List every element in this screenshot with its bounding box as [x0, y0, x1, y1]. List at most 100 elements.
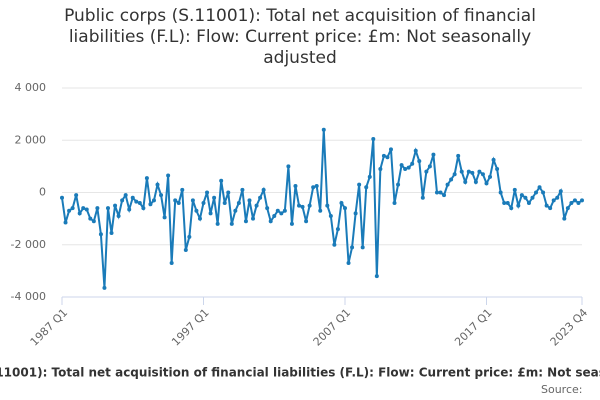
data-point: [420, 195, 425, 200]
data-point: [84, 207, 89, 212]
data-point: [187, 234, 192, 239]
data-point: [116, 214, 121, 219]
data-point: [162, 215, 167, 220]
data-point: [381, 153, 386, 158]
data-point: [495, 166, 500, 171]
data-point: [134, 199, 139, 204]
data-point: [109, 230, 114, 235]
data-point: [159, 193, 164, 198]
data-point: [63, 220, 68, 225]
data-point: [120, 198, 125, 203]
source: Source:: [541, 383, 583, 396]
data-point: [169, 261, 174, 266]
data-point: [473, 180, 478, 185]
data-point: [243, 219, 248, 224]
data-point: [374, 274, 379, 279]
data-point: [293, 183, 298, 188]
data-point: [286, 164, 291, 169]
data-point: [88, 216, 93, 221]
data-point: [505, 200, 510, 205]
legend-item[interactable]: Public corps (S.11001): Total net acquis…: [0, 366, 600, 380]
data-point: [449, 177, 454, 182]
data-point: [318, 208, 323, 213]
data-point: [572, 198, 577, 203]
data-point: [335, 227, 340, 232]
data-point: [265, 206, 270, 211]
data-point: [247, 198, 252, 203]
data-point: [74, 193, 79, 198]
data-point: [463, 180, 468, 185]
data-point: [67, 208, 72, 213]
chart-title: Public corps (S.11001): Total net acquis…: [64, 6, 536, 68]
data-point: [176, 200, 181, 205]
data-point: [459, 169, 464, 174]
data-point: [279, 211, 284, 216]
data-point: [442, 193, 447, 198]
data-point: [371, 136, 376, 141]
data-point: [456, 153, 461, 158]
data-point: [434, 190, 439, 195]
data-point: [141, 206, 146, 211]
data-point: [77, 211, 82, 216]
data-point: [378, 166, 383, 171]
data-point: [332, 242, 337, 247]
data-point: [519, 193, 524, 198]
data-point: [364, 185, 369, 190]
data-point: [258, 195, 263, 200]
data-point: [410, 161, 415, 166]
y-tick-label: 2 000: [15, 133, 47, 146]
data-point: [498, 190, 503, 195]
data-point: [95, 206, 100, 211]
data-point: [431, 152, 436, 157]
data-point: [148, 202, 153, 207]
data-point: [251, 216, 256, 221]
data-point: [367, 174, 372, 179]
data-point: [551, 198, 556, 203]
data-point: [484, 181, 489, 186]
x-tick-label: 2023 Q4: [548, 306, 591, 349]
data-point: [512, 187, 517, 192]
data-point: [470, 170, 475, 175]
data-point: [236, 200, 241, 205]
data-point: [328, 214, 333, 219]
data-point: [102, 285, 107, 290]
data-point: [289, 221, 294, 226]
data-point: [562, 216, 567, 221]
data-point: [201, 200, 206, 205]
data-point: [413, 148, 418, 153]
data-point: [254, 203, 259, 208]
data-point: [240, 187, 245, 192]
data-point: [346, 261, 351, 266]
data-point: [339, 200, 344, 205]
data-point: [205, 190, 210, 195]
data-point: [534, 190, 539, 195]
data-point: [526, 200, 531, 205]
data-point: [417, 159, 422, 164]
data-point: [580, 198, 584, 203]
data-point: [544, 203, 549, 208]
data-point: [222, 200, 227, 205]
data-point: [233, 208, 238, 213]
data-point: [403, 166, 408, 171]
data-point: [353, 211, 358, 216]
data-point: [261, 187, 266, 192]
series-line: [61, 129, 583, 288]
data-point: [268, 219, 273, 224]
data-point: [60, 195, 64, 200]
data-point: [190, 198, 195, 203]
data-point: [144, 176, 149, 181]
data-point: [137, 200, 142, 205]
data-point: [360, 245, 365, 250]
data-point: [304, 219, 309, 224]
x-tick-label: 2017 Q1: [452, 306, 495, 349]
y-tick-label: 0: [39, 186, 46, 199]
data-point: [311, 185, 316, 190]
data-point: [282, 208, 287, 213]
data-point: [307, 203, 312, 208]
data-point: [123, 193, 128, 198]
data-point: [105, 206, 110, 211]
data-point: [297, 203, 302, 208]
data-point: [555, 195, 560, 200]
data-point: [183, 247, 188, 252]
data-point: [226, 190, 231, 195]
